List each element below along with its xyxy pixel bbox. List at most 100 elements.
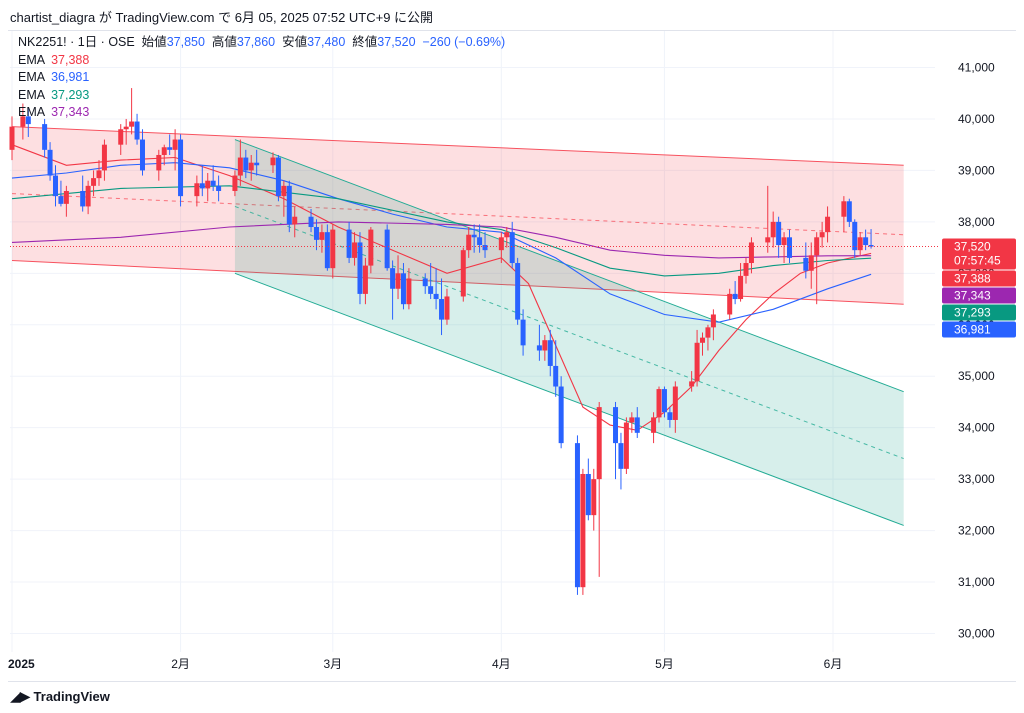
candle: [694, 329, 700, 387]
candle: [857, 232, 863, 256]
candle: [357, 232, 363, 305]
candle-body: [123, 126, 129, 130]
x-tick-label: 5月: [655, 657, 674, 671]
candle: [471, 224, 477, 253]
ema-row-3[interactable]: EMA 37,293: [18, 87, 505, 105]
candle: [352, 232, 358, 266]
candle-body: [368, 229, 374, 266]
candle-body: [509, 232, 515, 264]
tradingview-logo-icon: ◢▶: [10, 688, 31, 704]
candle: [384, 224, 390, 271]
candle-body: [748, 242, 754, 264]
y-tick-label: 31,000: [958, 575, 995, 589]
ema-label: EMA: [18, 87, 46, 102]
ema-row-4[interactable]: EMA 37,343: [18, 104, 505, 122]
x-tick-label: 2月: [171, 657, 190, 671]
candle-body: [205, 180, 211, 189]
candle: [776, 216, 782, 258]
candle-body: [515, 263, 521, 320]
candle: [591, 468, 597, 531]
candle: [482, 232, 488, 258]
candle: [868, 229, 874, 249]
candle-body: [439, 299, 445, 320]
candle-body: [156, 154, 162, 171]
candle-body: [825, 216, 831, 233]
low-label: 安値: [282, 35, 308, 49]
candle-body: [732, 293, 738, 300]
candle-body: [194, 183, 200, 197]
candle-body: [25, 116, 31, 125]
candle: [477, 224, 483, 253]
candle-body: [868, 245, 874, 247]
candle-body: [444, 296, 450, 320]
candle-body: [243, 157, 249, 171]
candle: [199, 165, 205, 197]
candle: [596, 401, 602, 577]
candle-body: [216, 185, 222, 191]
price-badge-bg: [942, 270, 1016, 287]
symbol-label[interactable]: NK2251! · 1日 · OSE: [18, 35, 135, 49]
candle-body: [808, 255, 814, 271]
candle: [47, 142, 53, 181]
ema-label: EMA: [18, 105, 46, 119]
candle-body: [482, 245, 488, 251]
candle-body: [466, 234, 472, 251]
candle: [129, 88, 135, 135]
price-badge-bg: [942, 238, 1016, 270]
candle-body: [536, 345, 542, 351]
candle-body: [694, 342, 700, 382]
channel-fill: [234, 139, 904, 526]
candle-body: [58, 196, 64, 204]
candle-body: [118, 129, 124, 145]
candle: [667, 407, 673, 428]
candle: [846, 198, 852, 228]
candle: [748, 237, 754, 274]
channel-mid-line: [234, 205, 904, 460]
candle-body: [623, 422, 629, 469]
candle: [814, 232, 820, 305]
candle: [243, 149, 249, 179]
x-axis: 2025 2月 3月 4月 5月 6月: [8, 657, 842, 671]
candle: [651, 412, 657, 444]
candle: [553, 340, 559, 397]
candle-body: [819, 232, 825, 238]
candle: [400, 263, 406, 310]
price-badge-value: 37,343: [954, 289, 991, 303]
candle-body: [580, 473, 586, 588]
price-badge-value: 37,293: [954, 306, 991, 320]
candle: [558, 376, 564, 449]
candle-body: [661, 389, 667, 413]
candle: [781, 232, 787, 264]
candle-body: [656, 389, 662, 418]
x-tick-label: 4月: [492, 657, 511, 671]
candle-body: [91, 178, 97, 186]
candle: [248, 154, 254, 181]
candle-body: [689, 381, 695, 387]
candle-body: [330, 229, 336, 269]
candle-body: [727, 293, 733, 315]
candle: [770, 211, 776, 248]
candle: [765, 185, 771, 253]
ema-row-2[interactable]: EMA 36,981: [18, 69, 505, 87]
candle-body: [667, 412, 673, 420]
price-badge-bg: [942, 287, 1016, 304]
channels: [11, 126, 904, 526]
candle: [618, 432, 624, 490]
candle-body: [254, 162, 260, 166]
candle: [634, 407, 640, 438]
footer-brand[interactable]: ◢▶ TradingView: [10, 688, 110, 705]
y-tick-label: 30,000: [958, 627, 995, 641]
ema-row-1[interactable]: EMA 37,388: [18, 52, 505, 70]
candle: [623, 417, 629, 474]
candle: [286, 180, 292, 233]
candle: [509, 221, 515, 269]
candle-body: [618, 443, 624, 469]
y-tick-label: 39,000: [958, 163, 995, 177]
candle: [536, 324, 542, 361]
candle-body: [85, 185, 91, 207]
candle-body: [814, 237, 820, 256]
candle: [585, 458, 591, 521]
candle-body: [422, 278, 428, 287]
